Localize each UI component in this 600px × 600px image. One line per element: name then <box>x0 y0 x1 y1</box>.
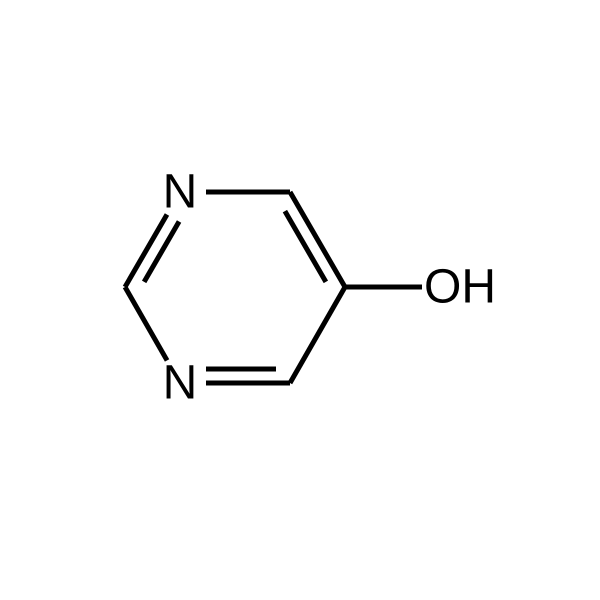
atom-label: N <box>163 357 198 410</box>
substituent-label: OH <box>424 261 496 314</box>
bond-line <box>290 287 345 383</box>
bond-line <box>125 287 167 360</box>
bond-line <box>144 222 179 282</box>
molecule-canvas: N N OH <box>0 0 600 600</box>
atom-label: N <box>163 166 198 219</box>
bond-line <box>290 192 345 287</box>
